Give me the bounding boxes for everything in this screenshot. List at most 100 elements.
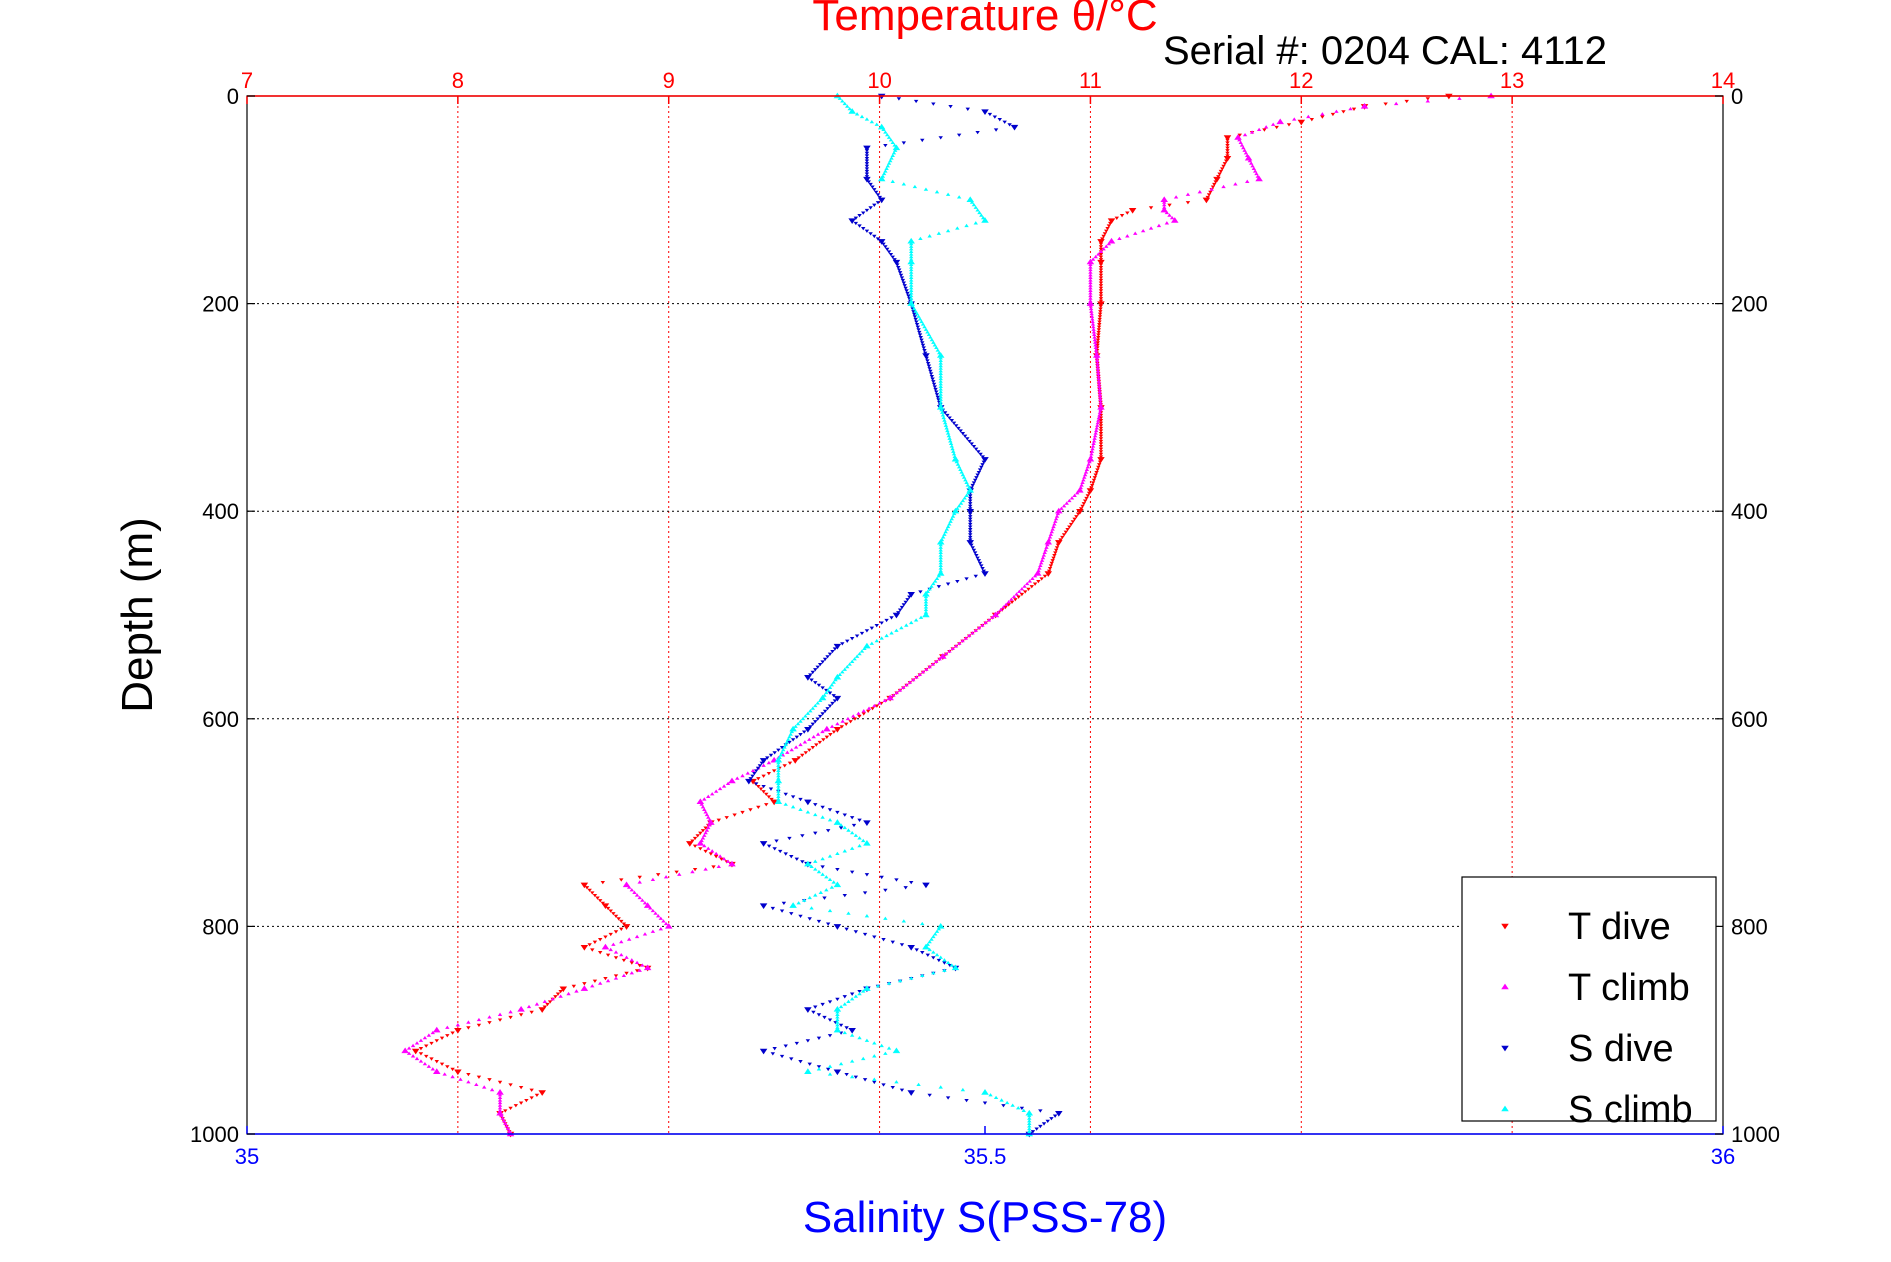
profile-sample — [745, 771, 750, 775]
profile-sample — [1089, 483, 1095, 488]
profile-sample — [1164, 221, 1170, 225]
profile-sample — [1094, 358, 1100, 363]
profile-sample — [938, 955, 943, 959]
profile-sample — [827, 808, 833, 812]
profile-sample — [1048, 564, 1054, 568]
profile-sample — [842, 667, 847, 671]
profile-sample — [827, 1018, 833, 1022]
profile-sample — [1056, 541, 1061, 545]
profile-sample — [1095, 343, 1100, 348]
profile-sample — [832, 699, 838, 703]
profile-sample — [934, 929, 940, 933]
profile-sample — [945, 960, 951, 965]
profile-sample — [1006, 600, 1011, 604]
profile-sample — [1089, 486, 1094, 490]
profile-sample — [857, 818, 862, 822]
profile-sample — [574, 989, 579, 993]
profile-sample — [1162, 197, 1167, 202]
profile-sample — [968, 525, 973, 529]
profile-sample — [909, 257, 914, 261]
profile-sample — [508, 1106, 513, 1111]
profile-sample — [968, 538, 973, 542]
profile-sample — [756, 784, 761, 789]
profile-sample — [890, 153, 895, 158]
profile-sample — [497, 1098, 503, 1102]
profile-sample — [971, 445, 977, 449]
profile-sample — [964, 480, 969, 484]
profile-sample — [948, 441, 954, 446]
profile-sample — [974, 553, 979, 558]
profile-sample — [1097, 460, 1103, 464]
profile-sample — [921, 346, 926, 350]
profile-sample — [873, 190, 879, 194]
profile-sample — [418, 1047, 424, 1051]
profile-sample — [558, 994, 563, 998]
profile-sample — [943, 651, 949, 656]
profile-sample — [861, 989, 866, 993]
profile-sample — [953, 509, 958, 513]
profile-sample — [1098, 242, 1104, 246]
profile-sample — [1067, 525, 1072, 529]
profile-sample — [1156, 223, 1162, 228]
profile-sample — [790, 727, 796, 731]
profile-sample — [776, 758, 781, 762]
profile-sample — [964, 1098, 969, 1103]
profile-sample — [992, 115, 998, 119]
profile-sample — [774, 839, 779, 843]
profile-sample — [971, 548, 977, 553]
profile-sample — [1093, 348, 1099, 352]
profile-sample — [503, 1109, 508, 1113]
profile-sample — [1225, 151, 1230, 156]
profile-sample — [1299, 120, 1304, 124]
profile-sample — [1098, 284, 1104, 288]
profile-sample — [1098, 273, 1104, 278]
profile-sample — [904, 289, 909, 293]
profile-sample — [783, 852, 788, 856]
profile-sample — [857, 843, 862, 848]
profile-sample — [854, 634, 860, 638]
profile-sample — [883, 1051, 888, 1055]
profile-sample — [981, 460, 986, 464]
profile-sample — [1173, 195, 1179, 199]
profile-sample — [1051, 556, 1056, 560]
tick-label-depth-right: 200 — [1731, 292, 1768, 317]
profile-sample — [1060, 535, 1065, 540]
profile-sample — [476, 1075, 482, 1079]
profile-sample — [886, 981, 892, 985]
profile-sample — [813, 803, 818, 807]
profile-sample — [906, 294, 911, 298]
profile-sample — [827, 908, 833, 913]
profile-sample — [790, 903, 796, 907]
tick-label-temperature: 12 — [1289, 68, 1313, 93]
profile-sample — [1164, 210, 1170, 215]
profile-sample — [1383, 102, 1388, 106]
profile-sample — [1098, 437, 1104, 441]
profile-sample — [813, 893, 818, 897]
profile-sample — [936, 231, 942, 235]
profile-sample — [1092, 436, 1097, 440]
profile-sample — [592, 940, 598, 944]
profile-sample — [909, 252, 914, 256]
profile-sample — [776, 799, 781, 804]
tick-label-temperature: 14 — [1711, 68, 1735, 93]
profile-sample — [1061, 504, 1067, 508]
profile-sample — [1079, 507, 1084, 511]
profile-sample — [803, 751, 808, 755]
profile-sample — [914, 675, 919, 679]
profile-sample — [846, 999, 851, 1003]
profile-sample — [805, 1008, 811, 1012]
profile-sample — [840, 670, 845, 674]
profile-sample — [897, 688, 903, 692]
profile-sample — [839, 725, 844, 729]
profile-sample — [800, 716, 806, 721]
profile-sample — [829, 885, 835, 889]
profile-sample — [919, 338, 924, 342]
profile-sample — [1088, 260, 1093, 264]
profile-sample — [835, 1007, 840, 1011]
profile-sample — [1125, 211, 1130, 215]
tick-label-temperature: 11 — [1079, 68, 1102, 93]
profile-sample — [1093, 431, 1098, 435]
profile-sample — [624, 925, 629, 929]
profile-sample — [1334, 109, 1339, 113]
